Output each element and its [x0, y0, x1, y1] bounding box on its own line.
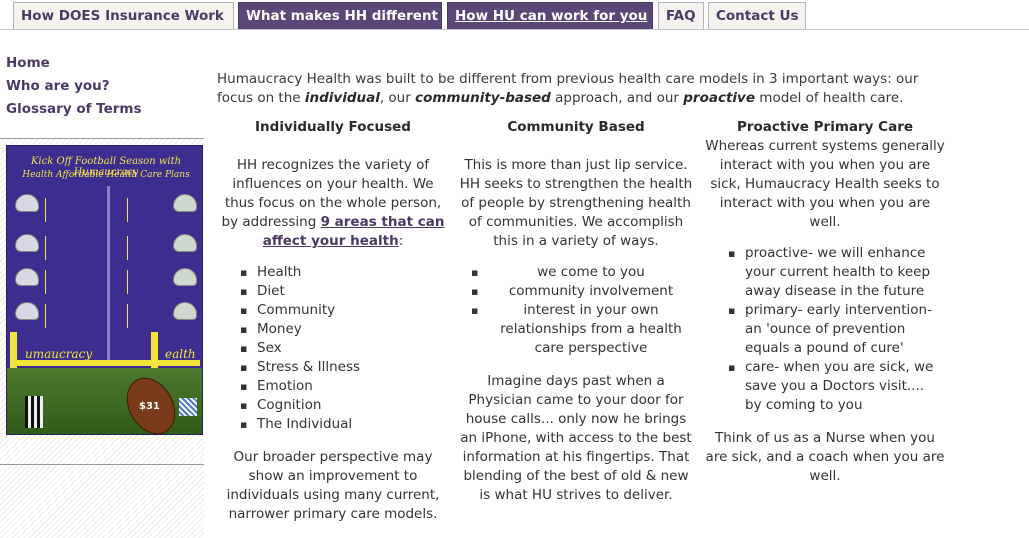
list-item: Sex	[240, 339, 446, 358]
helmet-icon	[173, 234, 197, 252]
list-item: community involvement	[471, 282, 694, 301]
main-content: Humaucracy Health was built to be differ…	[217, 70, 947, 108]
tab-label: FAQ	[666, 8, 696, 24]
list-item: The Individual	[240, 415, 446, 434]
column-paragraph: HH recognizes the variety of influences …	[220, 156, 446, 251]
intro-text: Humaucracy Health was built to be differ…	[217, 71, 919, 106]
list-item: we come to you	[471, 263, 694, 282]
flyer-subline: Health Affordable Health Care Plans	[22, 170, 190, 180]
intro-text: approach, and our	[550, 90, 684, 106]
tab-label: Contact Us	[716, 8, 799, 24]
list-item: Emotion	[240, 377, 446, 396]
column-text: :	[398, 233, 404, 249]
sidebar-divider	[0, 464, 204, 465]
list-item: Diet	[240, 282, 446, 301]
list-item: Stress & Illness	[240, 358, 446, 377]
list-item: Cognition	[240, 396, 446, 415]
sidebar-item-home[interactable]: Home	[6, 55, 50, 71]
helmet-icon	[15, 268, 39, 286]
tab-label: How HU can work for you	[455, 8, 648, 24]
intro-text: , our	[379, 90, 416, 106]
flyer-text-block	[45, 198, 95, 222]
flyer-text-block	[45, 236, 95, 260]
list-item: proactive- we will enhance your current …	[728, 244, 941, 301]
column-individually-focused: Individually Focused HH recognizes the v…	[220, 118, 446, 524]
flyer-brand-right: ealth	[165, 347, 196, 361]
column-text: HH recognizes the variety of influences …	[221, 157, 442, 230]
flyer-text-block	[127, 236, 167, 260]
list-item: care- when you are sick, we save you a D…	[728, 358, 941, 415]
flyer-brand-left: umaucracy	[25, 347, 93, 361]
top-navigation: How DOES Insurance Work What makes HH di…	[0, 0, 1029, 30]
helmet-icon	[173, 302, 197, 320]
tab-how-hu-can-work-for-you[interactable]: How HU can work for you	[447, 2, 653, 30]
intro-text: model of health care.	[755, 90, 904, 106]
tab-label: How DOES Insurance Work	[21, 8, 224, 24]
list-item: interest in your own relationships from …	[471, 301, 694, 358]
column-community-based: Community Based This is more than just l…	[458, 118, 694, 505]
intro-emphasis: individual	[304, 90, 380, 106]
column-heading: Individually Focused	[255, 119, 411, 135]
column-heading: Community Based	[507, 119, 645, 135]
tab-how-does-insurance-work[interactable]: How DOES Insurance Work	[13, 2, 234, 30]
intro-emphasis: proactive	[683, 90, 755, 106]
proactive-list: proactive- we will enhance your current …	[728, 244, 941, 415]
tab-faq[interactable]: FAQ	[658, 2, 704, 30]
tab-what-makes-hh-different[interactable]: What makes HH different	[238, 2, 442, 30]
areas-list: Health Diet Community Money Sex Stress &…	[240, 263, 446, 434]
promo-flyer-image: Kick Off Football Season with Humaucracy…	[6, 145, 203, 435]
tab-divider	[0, 29, 1029, 30]
flyer-center-strip	[107, 186, 110, 360]
column-paragraph: Whereas current systems generally intera…	[705, 138, 945, 230]
list-item: Health	[240, 263, 446, 282]
flyer-price: $31	[139, 401, 160, 412]
goalpost-right	[151, 332, 158, 368]
column-paragraph: Our broader perspective may show an impr…	[226, 449, 440, 522]
intro-emphasis: community-based	[415, 90, 551, 106]
goalpost-left	[10, 332, 17, 368]
tab-contact-us[interactable]: Contact Us	[708, 2, 806, 30]
column-paragraph: This is more than just lip service. HH s…	[459, 157, 693, 249]
list-item: Money	[240, 320, 446, 339]
referee-figure	[25, 396, 43, 428]
flyer-text-block	[45, 304, 95, 328]
column-proactive-primary-care: Proactive Primary Care Whereas current s…	[704, 118, 946, 486]
sidebar-item-glossary[interactable]: Glossary of Terms	[6, 101, 142, 117]
tab-label: What makes HH different	[246, 8, 439, 24]
helmet-icon	[173, 268, 197, 286]
flyer-headline: Kick Off Football Season with Humaucracy	[30, 156, 182, 178]
list-item: Community	[240, 301, 446, 320]
qr-code-icon	[179, 398, 197, 416]
flyer-text-block	[127, 270, 167, 294]
sidebar: Home Who are you? Glossary of Terms Kick…	[0, 42, 204, 538]
flyer-text-block	[45, 270, 95, 294]
helmet-icon	[15, 234, 39, 252]
sidebar-divider	[0, 138, 204, 139]
column-paragraph: Think of us as a Nurse when you are sick…	[705, 430, 945, 484]
sidebar-nav: Home Who are you? Glossary of Terms	[0, 42, 204, 138]
intro-paragraph: Humaucracy Health was built to be differ…	[217, 70, 947, 108]
helmet-icon	[15, 194, 39, 212]
helmet-icon	[15, 302, 39, 320]
helmet-icon	[173, 194, 197, 212]
nine-areas-link[interactable]: 9 areas that can affect your health	[262, 214, 445, 249]
column-heading: Proactive Primary Care	[736, 119, 914, 135]
flyer-text-block	[127, 198, 167, 222]
list-item: primary- early intervention- an 'ounce o…	[728, 301, 941, 358]
community-list: we come to you community involvement int…	[471, 263, 694, 358]
sidebar-item-who-are-you[interactable]: Who are you?	[6, 78, 110, 94]
flyer-text-block	[127, 304, 167, 328]
goalpost-crossbar	[10, 360, 200, 366]
column-paragraph: Imagine days past when a Physician came …	[460, 373, 692, 503]
